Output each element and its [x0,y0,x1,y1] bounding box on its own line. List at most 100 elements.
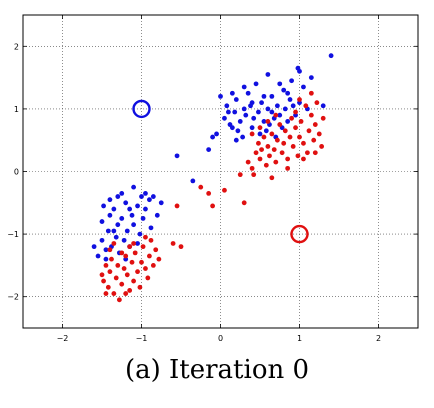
data-point [237,119,243,124]
data-point [109,256,114,262]
data-point [170,241,176,246]
data-point [158,200,164,206]
data-point [147,253,152,259]
data-point [306,128,312,134]
y-tick-label: 1 [14,105,19,114]
data-point [245,159,251,165]
data-point [107,269,113,275]
centroid-marker [132,99,151,119]
data-point [105,284,111,290]
data-point [218,93,223,99]
y-tick-label: 0 [14,168,19,177]
data-point [281,87,287,93]
data-point [178,244,184,250]
data-point [224,103,230,109]
data-point [298,119,304,124]
data-point [119,250,125,256]
data-point [311,137,317,143]
data-point [131,278,137,284]
data-point [210,134,216,140]
data-point [131,241,137,246]
data-point [147,197,152,203]
data-point [287,134,293,140]
y-tick-label: −2 [7,293,19,302]
data-point [115,263,121,268]
data-point [316,131,322,137]
data-point [119,191,125,196]
data-point [210,203,216,209]
data-point [135,203,140,209]
data-point [222,187,227,193]
data-point [111,228,117,234]
data-point [116,297,122,303]
data-point [103,247,109,253]
data-point [129,212,135,218]
data-point [91,244,97,250]
data-point [135,269,140,275]
data-point [263,162,269,168]
y-tick-label: −1 [7,230,19,239]
data-point [233,137,239,143]
data-point [131,222,137,228]
data-point [301,156,306,162]
data-point [229,90,235,96]
data-point [314,100,320,106]
data-point [206,191,212,196]
data-point [256,109,261,115]
data-point [229,125,235,131]
data-point [281,140,287,146]
data-point [290,103,296,109]
data-point [259,100,264,106]
data-point [257,125,263,131]
data-point [121,266,127,271]
data-point [265,144,271,149]
data-point [301,84,306,90]
data-point [190,178,196,184]
data-point [150,194,156,199]
data-point [274,137,280,143]
data-point [285,119,291,124]
data-point [308,112,314,118]
data-point [156,256,162,262]
data-point [119,216,125,221]
data-points [91,53,334,303]
data-point [105,228,111,234]
data-point [101,203,106,209]
data-point [243,112,249,118]
data-point [222,115,227,121]
data-point [103,263,109,268]
data-point [107,212,113,218]
data-point [139,259,144,265]
data-point [154,212,160,218]
data-point [140,244,146,250]
data-point [233,97,239,102]
data-point [137,231,143,237]
data-point [282,128,288,134]
data-point [303,103,309,109]
data-point [285,165,291,171]
data-point [241,106,247,112]
data-point [111,206,117,212]
data-point [295,153,301,159]
data-point [111,241,117,246]
data-point [285,90,291,96]
data-point [305,150,310,156]
data-point [115,222,121,228]
data-point [111,291,117,296]
data-point [289,115,294,121]
figure-caption: (a) Iteration 0 [124,355,310,385]
x-tick-label: −2 [57,334,69,343]
data-point [241,84,247,90]
data-point [259,147,264,152]
data-point [148,225,154,231]
data-point [132,250,138,256]
data-point [265,72,271,77]
data-point [143,191,148,196]
data-point [253,81,259,87]
grid-lines [23,15,418,328]
data-point [241,200,247,206]
data-point [267,153,272,159]
data-point [249,100,255,106]
data-point [103,291,109,296]
centroid-markers [132,99,309,244]
